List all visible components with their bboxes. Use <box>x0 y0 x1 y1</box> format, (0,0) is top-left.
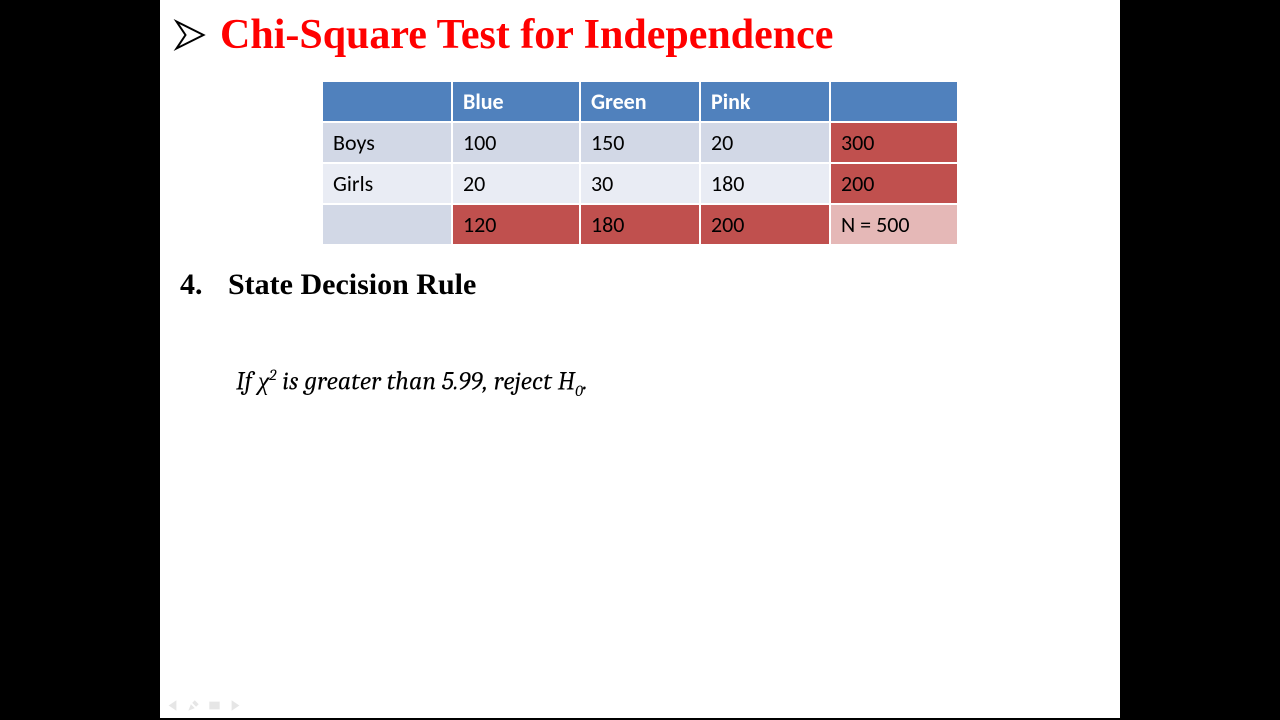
hypothesis-symbol: H <box>558 367 576 397</box>
header-cell-total <box>830 81 958 122</box>
table-cell: 30 <box>580 163 700 204</box>
rule-mid2: , reject <box>483 367 558 397</box>
table-row: Boys 100 150 20 300 <box>322 122 958 163</box>
decision-rule: If χ2 is greater than 5.99, reject H0. <box>236 366 1102 400</box>
row-total: 300 <box>830 122 958 163</box>
pen-icon[interactable] <box>187 699 200 712</box>
rule-suffix: . <box>583 367 588 397</box>
table-container: Blue Green Pink Boys 100 150 20 300 Girl… <box>178 80 1102 246</box>
table-totals-row: 120 180 200 N = 500 <box>322 204 958 245</box>
section-number: 4. <box>180 268 208 302</box>
table-cell: 20 <box>700 122 830 163</box>
rule-mid1: is greater than <box>277 367 442 397</box>
presenter-controls <box>166 699 242 712</box>
col-total: 200 <box>700 204 830 245</box>
header-cell-green: Green <box>580 81 700 122</box>
slide: Chi-Square Test for Independence Blue Gr… <box>160 0 1120 718</box>
col-total: 180 <box>580 204 700 245</box>
title-row: Chi-Square Test for Independence <box>172 12 1102 58</box>
prev-slide-icon[interactable] <box>166 699 179 712</box>
section-title: State Decision Rule <box>228 268 476 302</box>
table-header-row: Blue Green Pink <box>322 81 958 122</box>
header-cell-empty <box>322 81 452 122</box>
header-cell-pink: Pink <box>700 81 830 122</box>
row-label: Boys <box>322 122 452 163</box>
table-cell: 180 <box>700 163 830 204</box>
row-total: 200 <box>830 163 958 204</box>
critical-value: 5.99 <box>442 367 483 397</box>
grand-total: N = 500 <box>830 204 958 245</box>
chi-superscript: 2 <box>269 366 276 384</box>
menu-icon[interactable] <box>208 699 221 712</box>
hypothesis-subscript: 0 <box>575 382 583 400</box>
chi-symbol: χ <box>258 367 269 397</box>
row-label: Girls <box>322 163 452 204</box>
table-row: Girls 20 30 180 200 <box>322 163 958 204</box>
page-title: Chi-Square Test for Independence <box>220 12 833 58</box>
section-heading: 4. State Decision Rule <box>180 268 1102 302</box>
arrow-bullet-icon <box>172 17 208 53</box>
contingency-table: Blue Green Pink Boys 100 150 20 300 Girl… <box>321 80 959 246</box>
col-total: 120 <box>452 204 580 245</box>
totals-label-empty <box>322 204 452 245</box>
table-cell: 150 <box>580 122 700 163</box>
table-cell: 100 <box>452 122 580 163</box>
header-cell-blue: Blue <box>452 81 580 122</box>
next-slide-icon[interactable] <box>229 699 242 712</box>
rule-prefix: If <box>236 367 258 397</box>
table-cell: 20 <box>452 163 580 204</box>
